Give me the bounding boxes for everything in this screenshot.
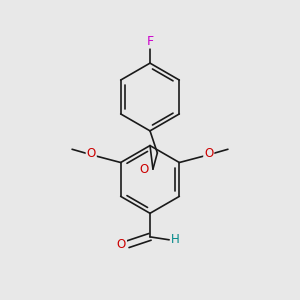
Text: H: H — [171, 233, 180, 246]
Text: O: O — [117, 238, 126, 251]
Text: O: O — [87, 147, 96, 160]
Text: F: F — [146, 34, 154, 48]
Text: O: O — [204, 147, 213, 160]
Text: O: O — [140, 163, 149, 176]
